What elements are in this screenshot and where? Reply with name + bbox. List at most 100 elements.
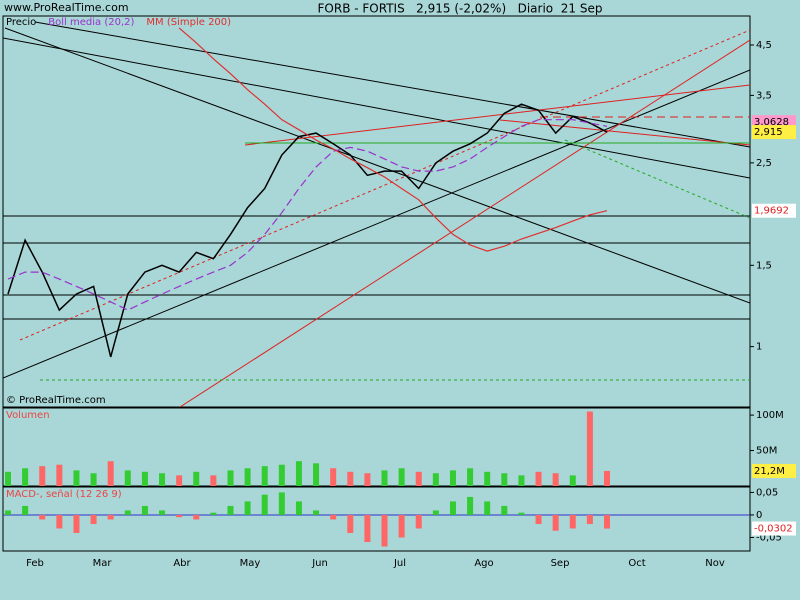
bar <box>313 463 320 486</box>
bar <box>467 496 474 515</box>
bar <box>330 514 337 520</box>
bar <box>107 514 114 520</box>
title: FORB - FORTIS 2,915 (-2,02%) Diario 21 S… <box>318 2 603 16</box>
bar <box>278 464 285 486</box>
x-tick-label: Feb <box>26 558 44 569</box>
x-tick-label: Ago <box>474 558 493 569</box>
y-tick-label: 100M <box>756 410 784 421</box>
value-label: 21,2M <box>754 466 785 477</box>
bar <box>244 468 251 486</box>
bar <box>415 471 422 486</box>
value-label: 1,9692 <box>754 206 789 217</box>
macd-panel <box>2 486 751 552</box>
bar <box>278 492 285 515</box>
x-tick-label: Sep <box>551 558 570 569</box>
bar <box>432 473 439 486</box>
bar <box>467 468 474 486</box>
y-tick-label: 2,5 <box>756 158 772 169</box>
y-tick-label: -0,05 <box>756 532 782 543</box>
legend-entry: Boll media (20,2) <box>48 17 134 28</box>
x-tick-label: Nov <box>705 558 725 569</box>
bar <box>586 411 593 486</box>
x-tick-label: Abr <box>173 558 191 569</box>
bar <box>5 471 11 486</box>
bar <box>159 510 166 515</box>
bar <box>141 505 148 515</box>
bar <box>227 505 234 515</box>
bar <box>330 468 337 486</box>
bar <box>261 466 268 486</box>
bar <box>501 505 508 515</box>
y-tick-label: 0 <box>756 510 762 521</box>
value-label-box <box>752 125 796 140</box>
panel-title: Volumen <box>6 410 50 421</box>
value-label-box <box>752 203 796 218</box>
value-label: 2,915 <box>754 127 783 138</box>
site: www.ProRealTime.com <box>4 1 129 14</box>
legend-entry: MM (Simple 200) <box>146 17 231 28</box>
bar <box>210 475 217 486</box>
series-line <box>7 119 608 311</box>
volume-panel <box>2 407 751 487</box>
bar <box>535 471 542 486</box>
bar <box>535 514 542 524</box>
bar <box>604 470 610 486</box>
bar <box>586 514 593 524</box>
bar <box>398 514 405 538</box>
bar <box>22 468 29 486</box>
value-label-box <box>752 521 796 536</box>
price-panel <box>2 15 751 408</box>
bar <box>398 468 405 486</box>
bar <box>295 461 302 486</box>
bar <box>381 470 388 486</box>
bar <box>39 514 46 520</box>
bar <box>22 505 29 515</box>
y-tick-label: 3,5 <box>756 90 772 101</box>
bar <box>193 471 200 486</box>
y-tick-label: 1 <box>756 342 762 353</box>
legend-entry: Precio <box>6 17 36 28</box>
bar <box>176 475 183 486</box>
bar <box>552 514 559 531</box>
bar <box>518 512 525 515</box>
value-label: -0,0302 <box>754 524 793 535</box>
trendlines <box>3 21 750 407</box>
bar <box>449 470 456 486</box>
bar <box>261 494 268 515</box>
x-tick-label: Jun <box>311 558 328 569</box>
y-tick-label: 0,05 <box>756 487 778 498</box>
bar <box>313 510 320 515</box>
value-label: 3,0628 <box>754 117 789 128</box>
bar <box>159 473 166 486</box>
x-tick-label: May <box>240 558 261 569</box>
value-label-box <box>752 463 796 478</box>
bar <box>90 473 97 486</box>
bar <box>73 470 80 486</box>
bar <box>432 510 439 515</box>
bar <box>484 471 491 486</box>
bar <box>569 475 576 486</box>
series-group <box>7 27 608 358</box>
bar <box>39 466 46 486</box>
copyright: © ProRealTime.com <box>6 395 106 406</box>
bar <box>347 514 354 533</box>
bar <box>107 461 114 486</box>
series-line <box>178 27 608 252</box>
bar <box>552 473 559 486</box>
bar <box>415 514 422 529</box>
bar <box>364 473 371 486</box>
x-tick-label: Mar <box>93 558 113 569</box>
y-tick-label: 4,5 <box>756 40 772 51</box>
bar <box>90 514 97 524</box>
y-tick-label: 50M <box>756 446 777 457</box>
bar <box>518 475 525 486</box>
bar <box>227 470 234 486</box>
bar <box>5 510 11 515</box>
bar <box>176 514 183 518</box>
y-tick-label: 1,5 <box>756 260 772 271</box>
bar <box>244 501 251 515</box>
x-tick-label: Oct <box>628 558 645 569</box>
bar <box>73 514 80 533</box>
bar <box>141 471 148 486</box>
